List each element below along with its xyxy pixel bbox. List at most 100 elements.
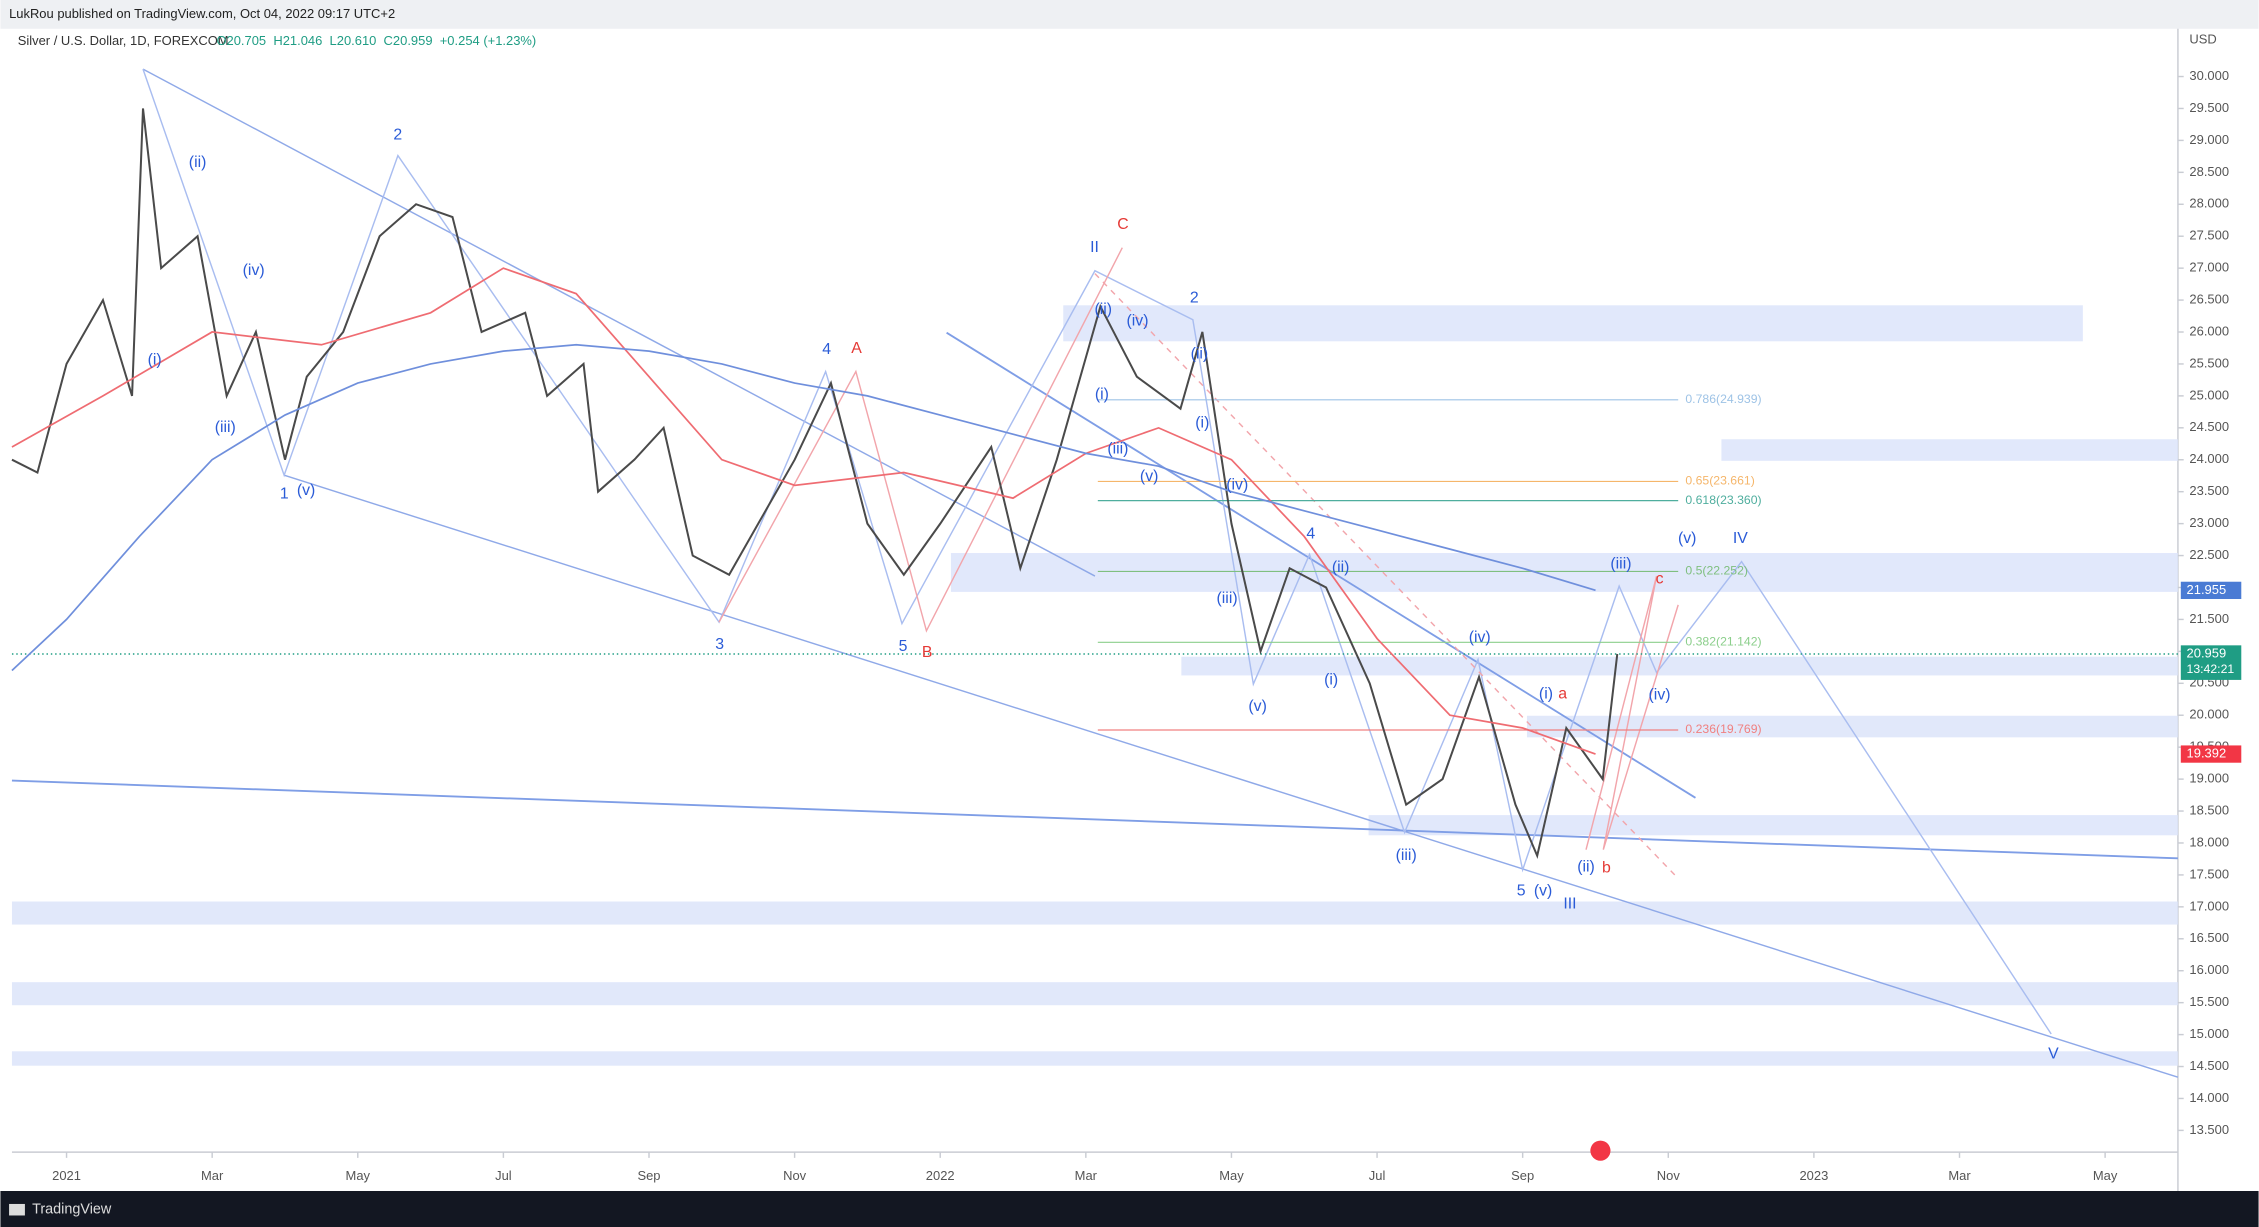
publisher: LukRou published on TradingView.com, Oct… bbox=[9, 6, 395, 21]
wave-label: (ii) bbox=[189, 154, 207, 171]
y-tick-label: 24.000 bbox=[2189, 451, 2229, 466]
y-tick-label: 23.500 bbox=[2189, 483, 2229, 498]
y-tick-label: 15.000 bbox=[2189, 1026, 2229, 1041]
y-tick-label: 16.000 bbox=[2189, 962, 2229, 977]
wave-path bbox=[1585, 575, 1679, 850]
wave-label: C bbox=[1117, 216, 1128, 233]
y-tick-label: 29.000 bbox=[2189, 132, 2229, 147]
zone bbox=[11, 1051, 2178, 1066]
y-tick-label: 27.000 bbox=[2189, 260, 2229, 275]
wave-path bbox=[142, 68, 2052, 1035]
ohlc-value: L20.610 bbox=[330, 33, 377, 48]
wave-label: (v) bbox=[297, 482, 315, 499]
wave-label: 1 bbox=[280, 485, 289, 502]
price-tag-label: 19.392 bbox=[2187, 745, 2227, 760]
drawings bbox=[11, 68, 2179, 1078]
wave-label: II bbox=[1090, 239, 1099, 256]
y-tick-label: 17.000 bbox=[2189, 898, 2229, 913]
ohlc-value: +0.254 (+1.23%) bbox=[440, 33, 537, 48]
brand-logo bbox=[9, 1203, 25, 1216]
wave-label: (i) bbox=[1195, 415, 1209, 432]
wave-label: 3 bbox=[715, 636, 724, 653]
top-bar bbox=[0, 0, 2259, 29]
wave-label: (i) bbox=[1539, 685, 1553, 702]
y-tick-label: 25.500 bbox=[2189, 355, 2229, 370]
symbol: Silver / U.S. Dollar, 1D, FOREXCOM bbox=[18, 33, 229, 48]
wave-label: (iii) bbox=[1396, 847, 1417, 864]
wave-label: (iii) bbox=[215, 419, 236, 436]
wave-label: (iii) bbox=[1610, 556, 1631, 573]
event-icon bbox=[1590, 1140, 1611, 1161]
zone bbox=[11, 901, 2178, 925]
x-tick-label: Jul bbox=[1369, 1168, 1386, 1183]
wave-label: (i) bbox=[1095, 386, 1109, 403]
y-tick-label: 29.500 bbox=[2189, 100, 2229, 115]
trend-line bbox=[11, 779, 2178, 860]
y-tick-label: 21.500 bbox=[2189, 611, 2229, 626]
wave-label: (ii) bbox=[1191, 346, 1209, 363]
fib-label: 0.786(24.939) bbox=[1685, 392, 1761, 406]
x-tick-label: Nov bbox=[1657, 1168, 1681, 1183]
zone bbox=[1368, 815, 2178, 836]
y-tick-label: 30.000 bbox=[2189, 68, 2229, 83]
price-line-series bbox=[11, 267, 1596, 755]
y-tick-label: 14.500 bbox=[2189, 1058, 2229, 1073]
wave-label: IV bbox=[1733, 530, 1748, 547]
zones bbox=[11, 305, 2178, 1066]
y-tick-label: 20.000 bbox=[2189, 707, 2229, 722]
wave-label: B bbox=[922, 644, 933, 661]
wave-label: V bbox=[2048, 1046, 2059, 1063]
x-tick-label: Sep bbox=[1511, 1168, 1534, 1183]
y-tick-label: 22.500 bbox=[2189, 547, 2229, 562]
x-tick-label: Jul bbox=[495, 1168, 512, 1183]
y-tick-label: 15.500 bbox=[2189, 994, 2229, 1009]
wave-label: A bbox=[851, 340, 862, 357]
footer-bar bbox=[0, 1190, 2259, 1227]
y-tick-label: 28.500 bbox=[2189, 164, 2229, 179]
x-tick-label: May bbox=[1219, 1168, 1244, 1183]
wave-label: (iv) bbox=[1127, 312, 1149, 329]
fib-label: 0.236(19.769) bbox=[1685, 722, 1761, 736]
zone bbox=[11, 982, 2178, 1006]
y-tick-label: 24.500 bbox=[2189, 419, 2229, 434]
wave-label: b bbox=[1602, 860, 1611, 877]
wave-label: (iv) bbox=[243, 262, 265, 279]
y-tick-label: 26.500 bbox=[2189, 292, 2229, 307]
y-tick-label: 16.500 bbox=[2189, 930, 2229, 945]
price-line-series bbox=[11, 108, 1619, 859]
price-tag bbox=[2180, 645, 2242, 680]
wave-label: (ii) bbox=[1095, 301, 1113, 318]
trend-line bbox=[142, 68, 1096, 577]
fib-label: 0.382(21.142) bbox=[1685, 635, 1761, 649]
brand: TradingView bbox=[32, 1202, 112, 1218]
y-tick-label: 17.500 bbox=[2189, 866, 2229, 881]
ohlc-value: C20.959 bbox=[384, 33, 433, 48]
price-tag bbox=[2180, 745, 2242, 763]
y-tick-label: 23.000 bbox=[2189, 515, 2229, 530]
x-tick-label: 2022 bbox=[926, 1168, 955, 1183]
y-tick-label: 18.500 bbox=[2189, 802, 2229, 817]
wave-label: (iii) bbox=[1217, 590, 1238, 607]
y-tick-label: 18.000 bbox=[2189, 834, 2229, 849]
wave-label: (v) bbox=[1534, 883, 1552, 900]
trend-line bbox=[283, 474, 2179, 1078]
x-tick-label: Mar bbox=[1075, 1168, 1098, 1183]
x-tick-label: 2023 bbox=[1799, 1168, 1828, 1183]
y-tick-label: 28.000 bbox=[2189, 196, 2229, 211]
price-tag bbox=[2180, 581, 2242, 600]
currency: USD bbox=[2189, 32, 2216, 47]
y-tick-label: 14.000 bbox=[2189, 1090, 2229, 1105]
zone bbox=[1063, 305, 2083, 342]
zone bbox=[1721, 439, 2178, 461]
wave-label: (iv) bbox=[1469, 629, 1491, 646]
x-tick-label: Sep bbox=[637, 1168, 660, 1183]
wave-label: (iv) bbox=[1226, 476, 1248, 493]
wave-label: 2 bbox=[1190, 289, 1199, 306]
x-tick-label: Mar bbox=[201, 1168, 224, 1183]
y-tick-label: 27.500 bbox=[2189, 228, 2229, 243]
price-line-series bbox=[11, 343, 1596, 672]
ohlc: O20.705 H21.046 L20.610 C20.959 +0.254 (+1.2… bbox=[216, 33, 536, 48]
ohlc-value: O20.705 bbox=[216, 33, 266, 48]
